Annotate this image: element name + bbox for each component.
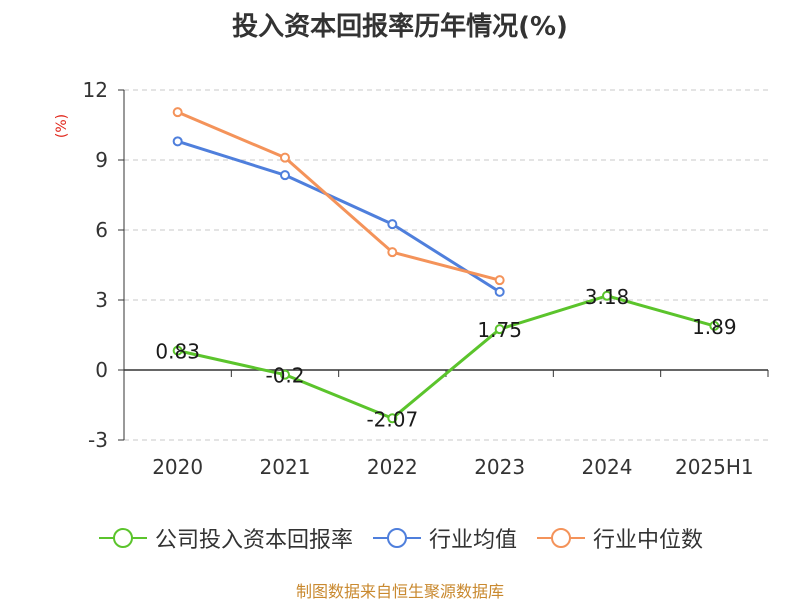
data-point: [602, 290, 612, 301]
legend-line-icon: [372, 528, 421, 548]
data-point: [172, 136, 183, 147]
data-source-note: 制图数据来自恒生聚源数据库: [295, 582, 504, 601]
data-label: -2.07: [366, 407, 418, 431]
y-tick-label: 12: [83, 78, 108, 102]
data-point: [280, 170, 290, 181]
legend-label: 公司投入资本回报率: [154, 528, 353, 553]
data-point: [280, 152, 290, 163]
data-point: [709, 320, 720, 331]
series-line: [177, 139, 501, 294]
data-label: -0.2: [265, 364, 304, 388]
data-label: 0.83: [155, 340, 200, 364]
legend-line-icon: [537, 528, 585, 548]
data-label: 1.89: [692, 315, 737, 339]
data-point: [280, 369, 290, 380]
y-tick-label: 0: [95, 358, 108, 382]
x-tick-label: 2023: [474, 455, 525, 479]
chart-title: 投入资本回报率历年情况(%): [232, 12, 568, 42]
legend-item-industry-median[interactable]: 行业中位数: [535, 522, 703, 554]
y-tick-label: 9: [95, 148, 108, 172]
y-tick-label: 3: [95, 288, 108, 312]
y-tick-label: 6: [95, 218, 108, 242]
data-point: [172, 107, 183, 118]
x-tick-label: 2021: [260, 455, 311, 479]
x-tick-label: 2022: [367, 455, 418, 479]
data-label: 1.75: [477, 318, 522, 342]
data-point: [387, 247, 398, 258]
data-point: [172, 345, 183, 356]
data-point: [387, 219, 398, 230]
y-tick-label: -3: [88, 428, 108, 452]
data-point: [494, 324, 505, 335]
data-point: [494, 286, 505, 297]
x-tick-label: 2020: [152, 455, 203, 479]
legend-item-company-roic[interactable]: 公司投入资本回报率: [97, 522, 353, 554]
legend: 公司投入资本回报率 行业均值 行业中位数: [0, 520, 800, 556]
legend-line-icon: [98, 528, 147, 548]
data-point: [494, 275, 505, 286]
series-line: [177, 294, 715, 420]
x-tick-label: 2025H1: [675, 455, 754, 479]
legend-label: 行业均值: [428, 528, 517, 553]
data-point: [387, 413, 398, 424]
legend-item-industry-mean[interactable]: 行业均值: [371, 522, 517, 554]
series-line: [177, 110, 501, 282]
legend-label: 行业中位数: [593, 528, 704, 553]
data-label: 3.18: [585, 285, 630, 309]
x-tick-label: 2024: [582, 455, 633, 479]
